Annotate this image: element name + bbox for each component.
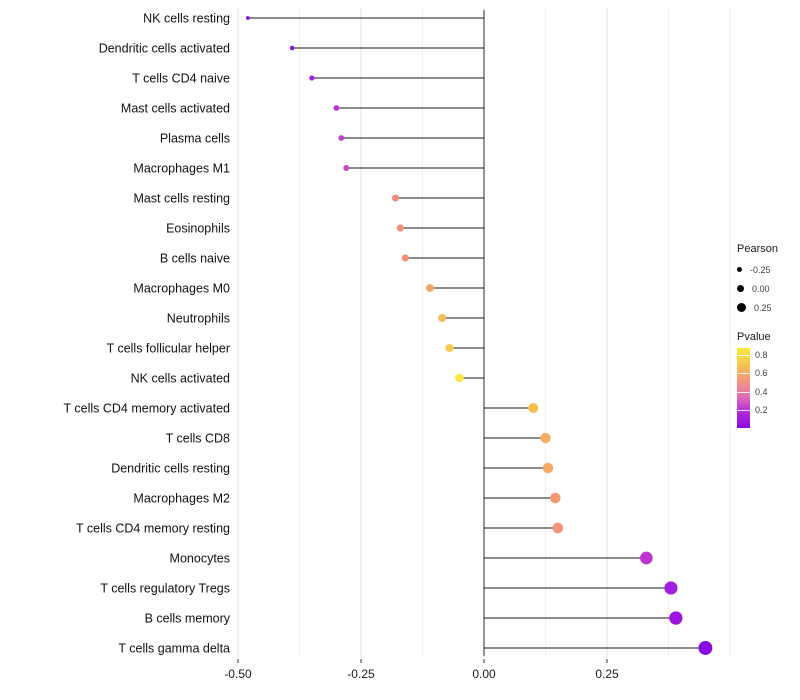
- lollipop-dot: [289, 45, 295, 51]
- colorbar-tick-mark: [737, 409, 750, 411]
- category-label: NK cells activated: [131, 372, 230, 386]
- colorbar-tick-label: 0.4: [755, 386, 768, 397]
- legend-pearson-title: Pearson: [737, 243, 778, 255]
- legend-size-entry: 0.25: [737, 298, 799, 317]
- lollipop-dot: [396, 224, 404, 232]
- legend-size-label: -0.25: [750, 264, 771, 275]
- legend-size-entries: -0.25 0.00 0.25: [737, 260, 799, 317]
- lollipop-dot: [438, 313, 447, 323]
- category-label: B cells memory: [145, 612, 231, 626]
- colorbar-tick-mark: [737, 355, 750, 357]
- lollipop-dot: [669, 611, 683, 625]
- lollipop-dot: [245, 16, 250, 20]
- lollipop-dot: [425, 284, 434, 292]
- x-axis-tick-label: -0.25: [347, 667, 375, 681]
- legend-size-dot: [737, 267, 742, 272]
- colorbar-tick-label: 0.8: [755, 350, 768, 361]
- lollipop-dot: [338, 135, 345, 141]
- lollipop-dot: [343, 165, 350, 171]
- category-label: Neutrophils: [167, 312, 230, 326]
- category-label: Eosinophils: [166, 222, 230, 236]
- category-label: Mast cells activated: [121, 102, 230, 116]
- legend-size-label: 0.00: [752, 283, 770, 294]
- category-label: Mast cells resting: [133, 192, 230, 206]
- colorbar-tick-label: 0.6: [755, 368, 768, 379]
- colorbar-tick-label: 0.2: [755, 404, 768, 415]
- pvalue-colorbar-gradient: [737, 348, 750, 428]
- legend-size-entry: -0.25: [737, 260, 799, 279]
- lollipop-dot: [550, 492, 561, 504]
- category-label: T cells CD4 naive: [132, 72, 230, 86]
- legend-pvalue-block: Pvalue 0.8 0.6 0.4 0.2: [737, 331, 799, 432]
- lollipop-dot: [542, 462, 554, 474]
- x-axis-tick-label: -0.50: [224, 667, 252, 681]
- lollipop-dot: [309, 75, 315, 81]
- lollipop-dot: [455, 373, 464, 383]
- lollipop-dot: [445, 343, 454, 353]
- lollipop-dot: [698, 641, 713, 655]
- category-label: B cells naive: [160, 252, 230, 266]
- category-label: T cells CD4 memory resting: [76, 522, 230, 536]
- lollipop-dot: [640, 551, 653, 565]
- category-label: T cells follicular helper: [107, 342, 230, 356]
- legend-pvalue-title: Pvalue: [737, 331, 771, 343]
- category-label: T cells CD4 memory activated: [64, 402, 231, 416]
- legend-size-dot: [737, 285, 744, 292]
- category-label: NK cells resting: [143, 12, 230, 26]
- colorbar-tick-mark: [737, 373, 750, 375]
- legend: Pearson -0.25 0.00 0.25 Pvalue 0.8 0.6 0.4 0.…: [737, 243, 799, 432]
- category-label: T cells gamma delta: [118, 642, 230, 656]
- category-label: Dendritic cells resting: [111, 462, 230, 476]
- category-label: Plasma cells: [160, 132, 230, 146]
- x-axis-tick-label: 0.25: [595, 667, 619, 681]
- category-label: Monocytes: [170, 552, 230, 566]
- lollipop-dot: [333, 105, 340, 111]
- category-label: Macrophages M2: [133, 492, 230, 506]
- category-label: Macrophages M1: [133, 162, 230, 176]
- lollipop-dot: [664, 581, 678, 595]
- legend-size-entry: 0.00: [737, 279, 799, 298]
- legend-size-dot: [737, 303, 746, 312]
- category-label: Macrophages M0: [133, 282, 230, 296]
- legend-size-label: 0.25: [754, 302, 772, 313]
- colorbar-tick-mark: [737, 391, 750, 393]
- pvalue-colorbar: 0.8 0.6 0.4 0.2: [737, 348, 799, 432]
- lollipop-dot: [540, 432, 551, 444]
- category-label: T cells CD8: [166, 432, 230, 446]
- lollipop-dot: [401, 254, 409, 262]
- lollipop-dot: [552, 522, 564, 534]
- x-axis-tick-label: 0.00: [472, 667, 496, 681]
- category-label: T cells regulatory Tregs: [100, 582, 230, 596]
- lollipop-dot: [528, 402, 539, 414]
- category-label: Dendritic cells activated: [99, 42, 230, 56]
- lollipop-dot: [391, 194, 399, 202]
